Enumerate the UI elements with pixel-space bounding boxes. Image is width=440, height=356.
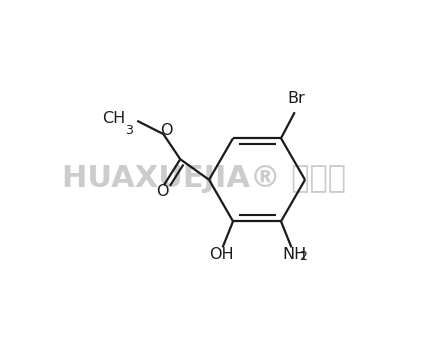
Text: 3: 3 <box>125 124 133 137</box>
Text: Br: Br <box>287 91 305 106</box>
Text: CH: CH <box>102 111 125 126</box>
Text: O: O <box>156 184 169 199</box>
Text: 2: 2 <box>299 250 307 263</box>
Text: NH: NH <box>282 247 306 262</box>
Text: OH: OH <box>209 247 234 262</box>
Text: O: O <box>160 123 172 138</box>
Text: HUAXUEJIA® 化学加: HUAXUEJIA® 化学加 <box>62 164 345 193</box>
